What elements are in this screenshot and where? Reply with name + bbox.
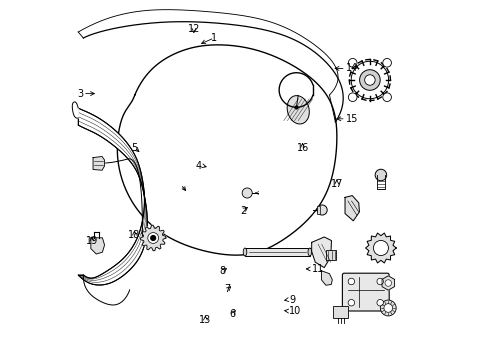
- Polygon shape: [141, 225, 166, 251]
- Text: 3: 3: [77, 89, 83, 99]
- Text: 11: 11: [312, 264, 324, 274]
- Circle shape: [151, 236, 155, 240]
- Circle shape: [348, 58, 357, 67]
- Circle shape: [383, 58, 392, 67]
- Text: 7: 7: [224, 284, 231, 294]
- Text: 15: 15: [346, 114, 358, 124]
- Circle shape: [377, 278, 383, 285]
- Bar: [245, 248, 310, 256]
- Ellipse shape: [243, 248, 247, 256]
- Text: 19: 19: [86, 236, 98, 246]
- Text: 10: 10: [289, 306, 301, 316]
- Bar: [317, 206, 320, 213]
- Circle shape: [360, 70, 380, 90]
- Text: 16: 16: [296, 143, 309, 153]
- Text: 18: 18: [128, 230, 141, 240]
- Circle shape: [383, 93, 392, 102]
- Text: 8: 8: [219, 266, 225, 276]
- Text: 17: 17: [331, 179, 343, 189]
- Polygon shape: [78, 108, 147, 285]
- Circle shape: [380, 300, 396, 316]
- Polygon shape: [312, 237, 331, 267]
- Polygon shape: [382, 276, 394, 290]
- Ellipse shape: [308, 248, 312, 256]
- Polygon shape: [366, 233, 396, 263]
- Circle shape: [384, 304, 392, 312]
- Text: 1: 1: [211, 33, 218, 43]
- Text: 13: 13: [199, 315, 212, 325]
- Circle shape: [148, 233, 159, 243]
- Circle shape: [385, 280, 392, 286]
- Circle shape: [317, 205, 327, 215]
- Circle shape: [242, 188, 252, 198]
- Text: 5: 5: [131, 143, 138, 153]
- Polygon shape: [321, 271, 332, 285]
- Polygon shape: [91, 238, 104, 254]
- Text: 4: 4: [196, 161, 202, 171]
- Polygon shape: [72, 102, 78, 118]
- Circle shape: [365, 75, 375, 85]
- Text: 14: 14: [346, 63, 358, 73]
- Bar: [333, 306, 348, 319]
- Text: 12: 12: [188, 24, 200, 34]
- FancyBboxPatch shape: [343, 273, 389, 311]
- Polygon shape: [345, 195, 360, 221]
- Polygon shape: [93, 157, 104, 170]
- Circle shape: [348, 300, 355, 306]
- Text: 6: 6: [229, 309, 236, 319]
- Circle shape: [373, 240, 389, 256]
- Ellipse shape: [287, 96, 309, 124]
- Text: 9: 9: [289, 294, 295, 305]
- Bar: [325, 250, 336, 260]
- Circle shape: [348, 278, 355, 285]
- Circle shape: [375, 169, 387, 181]
- Text: 2: 2: [240, 206, 246, 216]
- Circle shape: [348, 93, 357, 102]
- Circle shape: [377, 300, 383, 306]
